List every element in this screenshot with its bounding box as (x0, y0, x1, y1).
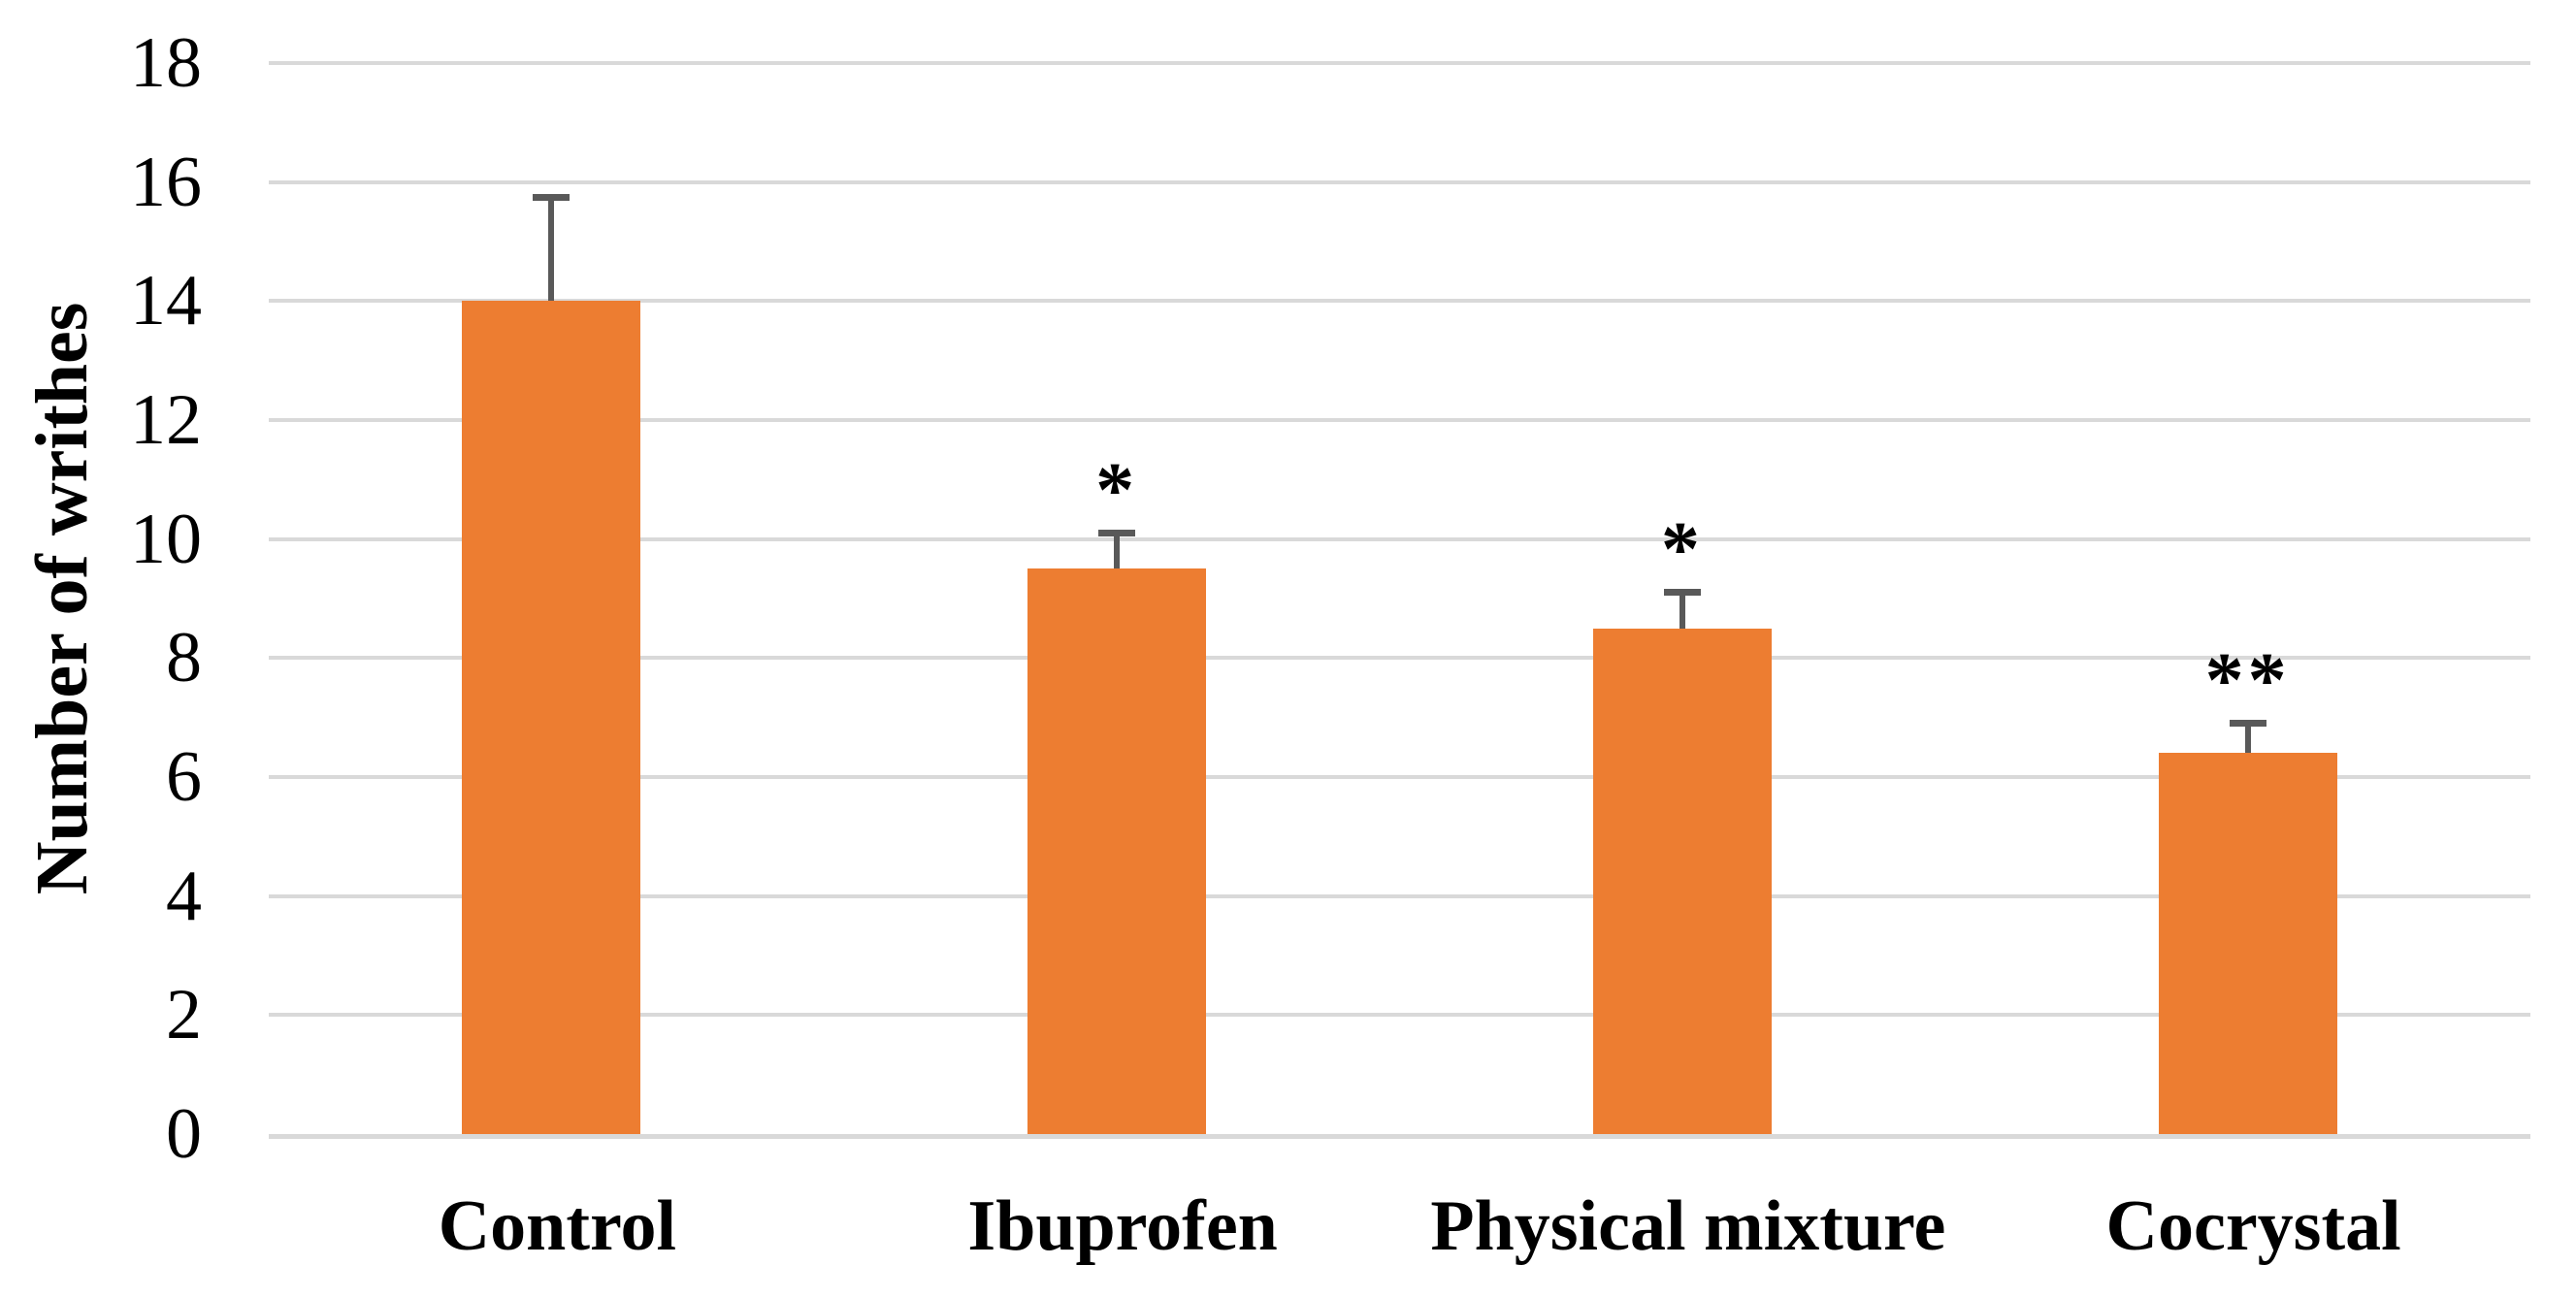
error-bar-line (1679, 592, 1685, 629)
y-tick-label-16: 16 (130, 142, 202, 222)
y-tick-label-14: 14 (130, 261, 202, 341)
error-bar-cap (1098, 530, 1136, 537)
x-category-label-control: Control (438, 1186, 677, 1266)
y-tick-label-10: 10 (130, 499, 202, 579)
y-tick-label-12: 12 (130, 380, 202, 460)
error-bar-cap (2229, 720, 2266, 728)
gridline-y8 (269, 656, 2530, 661)
gridline-y6 (269, 775, 2530, 779)
gridline-y12 (269, 418, 2530, 422)
significance-marker: ** (2204, 637, 2291, 724)
error-bar-cap (1663, 589, 1701, 597)
x-category-label-ibuprofen: Ibuprofen (967, 1186, 1278, 1266)
gridline-y14 (269, 299, 2530, 304)
gridline-y18 (269, 61, 2530, 65)
x-category-label-cocrystal: Cocrystal (2105, 1186, 2401, 1266)
gridline-y10 (269, 536, 2530, 541)
significance-marker: * (1660, 506, 1704, 593)
y-tick-label-6: 6 (166, 737, 202, 817)
significance-marker: * (1095, 447, 1139, 534)
bar-ibuprofen (1027, 568, 1207, 1134)
gridline-y16 (269, 179, 2530, 184)
y-tick-label-8: 8 (166, 618, 202, 698)
y-tick-label-2: 2 (166, 975, 202, 1055)
x-axis-line (269, 1134, 2530, 1139)
error-bar-line (548, 197, 555, 302)
error-bar-line (2244, 723, 2251, 754)
gridline-y4 (269, 893, 2530, 898)
y-tick-label-0: 0 (166, 1094, 202, 1174)
error-bar-line (1114, 533, 1121, 569)
gridline-y2 (269, 1013, 2530, 1018)
error-bar-cap (533, 193, 571, 201)
bar-cocrystal (2158, 753, 2337, 1134)
x-category-label-physical-mixture: Physical mixture (1430, 1186, 1946, 1266)
bar-physical-mixture (1592, 628, 1772, 1134)
y-tick-label-4: 4 (166, 856, 202, 936)
y-tick-label-18: 18 (130, 23, 202, 103)
bar-control (462, 301, 641, 1134)
